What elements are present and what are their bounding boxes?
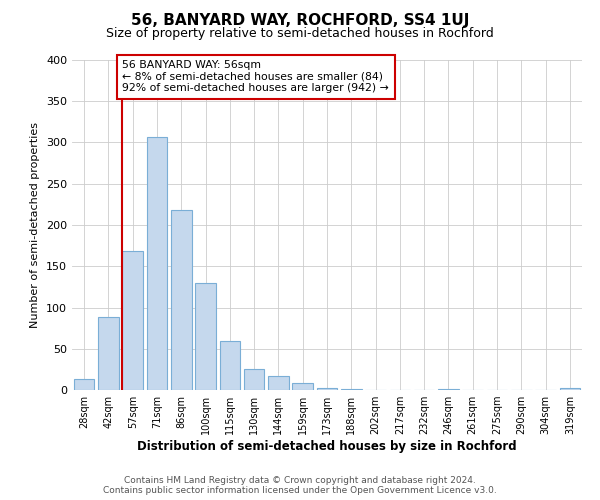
Bar xyxy=(292,382,313,390)
Bar xyxy=(244,368,265,390)
Bar xyxy=(317,388,337,390)
Bar xyxy=(146,136,167,390)
Y-axis label: Number of semi-detached properties: Number of semi-detached properties xyxy=(31,122,40,328)
Bar xyxy=(171,210,191,390)
Bar xyxy=(560,388,580,390)
Text: Contains HM Land Registry data © Crown copyright and database right 2024.
Contai: Contains HM Land Registry data © Crown c… xyxy=(103,476,497,495)
Bar xyxy=(74,380,94,390)
Text: 56 BANYARD WAY: 56sqm
← 8% of semi-detached houses are smaller (84)
92% of semi-: 56 BANYARD WAY: 56sqm ← 8% of semi-detac… xyxy=(122,60,389,93)
Bar xyxy=(220,340,240,390)
Bar xyxy=(195,283,216,390)
Bar xyxy=(438,389,459,390)
Bar xyxy=(122,252,143,390)
X-axis label: Distribution of semi-detached houses by size in Rochford: Distribution of semi-detached houses by … xyxy=(137,440,517,453)
Bar xyxy=(98,318,119,390)
Bar xyxy=(268,376,289,390)
Bar xyxy=(341,389,362,390)
Text: Size of property relative to semi-detached houses in Rochford: Size of property relative to semi-detach… xyxy=(106,28,494,40)
Text: 56, BANYARD WAY, ROCHFORD, SS4 1UJ: 56, BANYARD WAY, ROCHFORD, SS4 1UJ xyxy=(131,12,469,28)
